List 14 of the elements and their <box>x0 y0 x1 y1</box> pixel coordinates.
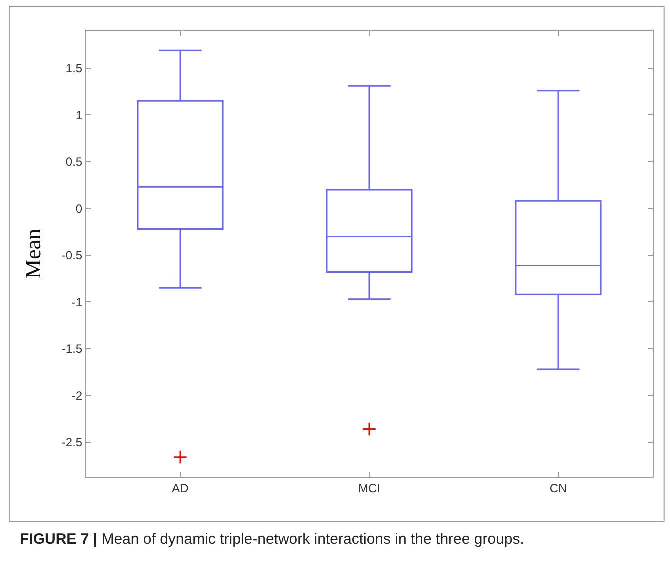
y-tick-label: -1.5 <box>62 342 83 356</box>
y-tick-label: -2.5 <box>62 436 83 450</box>
y-tick-label: 0 <box>76 202 83 216</box>
x-tick-label: MCI <box>358 481 380 496</box>
y-tick-label: -0.5 <box>62 248 83 263</box>
y-tick-label: -2 <box>72 388 83 403</box>
y-tick-label: -1 <box>72 295 83 310</box>
x-tick-label: AD <box>172 481 190 496</box>
y-tick-label: 1 <box>76 108 83 122</box>
x-tick-label: CN <box>550 481 568 496</box>
y-axis-title: Mean <box>20 228 46 280</box>
caption: FIGURE 7 | Mean of dynamic triple-network interactions in the three groups. <box>20 531 524 548</box>
y-tick-label: 1.5 <box>66 62 83 76</box>
y-tick-label: 0.5 <box>66 155 83 170</box>
